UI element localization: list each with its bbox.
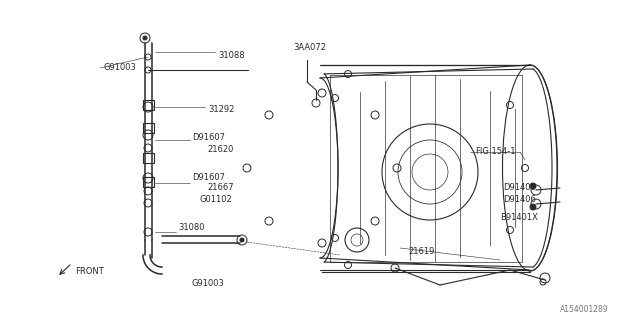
Text: 21620: 21620: [207, 145, 234, 154]
Bar: [143, 123, 154, 133]
Circle shape: [143, 36, 147, 40]
Circle shape: [530, 204, 536, 210]
Text: FIG.154-1: FIG.154-1: [475, 148, 515, 156]
Text: 21619: 21619: [408, 247, 435, 257]
Text: G91003: G91003: [103, 63, 136, 73]
Text: B91401X: B91401X: [500, 213, 538, 222]
Text: D91607: D91607: [192, 132, 225, 141]
Bar: [143, 177, 154, 187]
Text: 21667: 21667: [207, 183, 234, 193]
Text: D91607: D91607: [192, 172, 225, 181]
Text: A154001289: A154001289: [560, 306, 609, 315]
Text: 31088: 31088: [218, 51, 244, 60]
Text: FRONT: FRONT: [75, 268, 104, 276]
Text: D91406: D91406: [503, 196, 536, 204]
Circle shape: [240, 238, 244, 242]
Bar: [143, 100, 154, 110]
Bar: [143, 153, 154, 163]
Text: G91003: G91003: [192, 279, 225, 289]
Text: 3AA072: 3AA072: [293, 43, 326, 52]
Text: 31292: 31292: [208, 106, 234, 115]
Text: G01102: G01102: [200, 196, 233, 204]
Circle shape: [530, 183, 536, 189]
Text: 31080: 31080: [178, 223, 205, 233]
Text: D91406: D91406: [503, 182, 536, 191]
